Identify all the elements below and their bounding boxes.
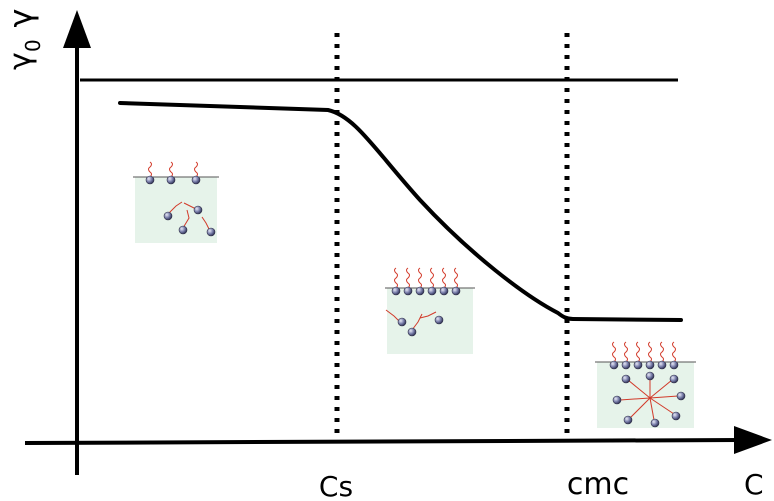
free-monomer-icon [163, 201, 216, 237]
y-axis-label: γ [2, 9, 40, 28]
x-axis [24, 438, 741, 445]
inset-micellar [595, 341, 696, 428]
gamma0-symbol: γ [3, 52, 38, 70]
micelle-icon [612, 371, 686, 428]
inset-adsorbing [385, 267, 475, 354]
cs-label: Cs [319, 470, 353, 501]
gamma0-subscript: 0 [21, 39, 45, 52]
monolayer-surfactant-icon [609, 341, 679, 370]
y-axis-arrowhead [63, 10, 91, 48]
inset-dilute [133, 161, 219, 243]
x-axis-arrowhead [734, 426, 772, 454]
free-monomer-icon [385, 309, 444, 337]
gamma0-label: γ 0 [3, 39, 45, 70]
x-axis-label: C [744, 468, 764, 501]
monolayer-surfactant-icon [391, 267, 461, 296]
surface-tension-curve [118, 101, 683, 322]
adsorbed-surfactant-icon [145, 161, 201, 185]
cmc-label: cmc [567, 467, 629, 501]
